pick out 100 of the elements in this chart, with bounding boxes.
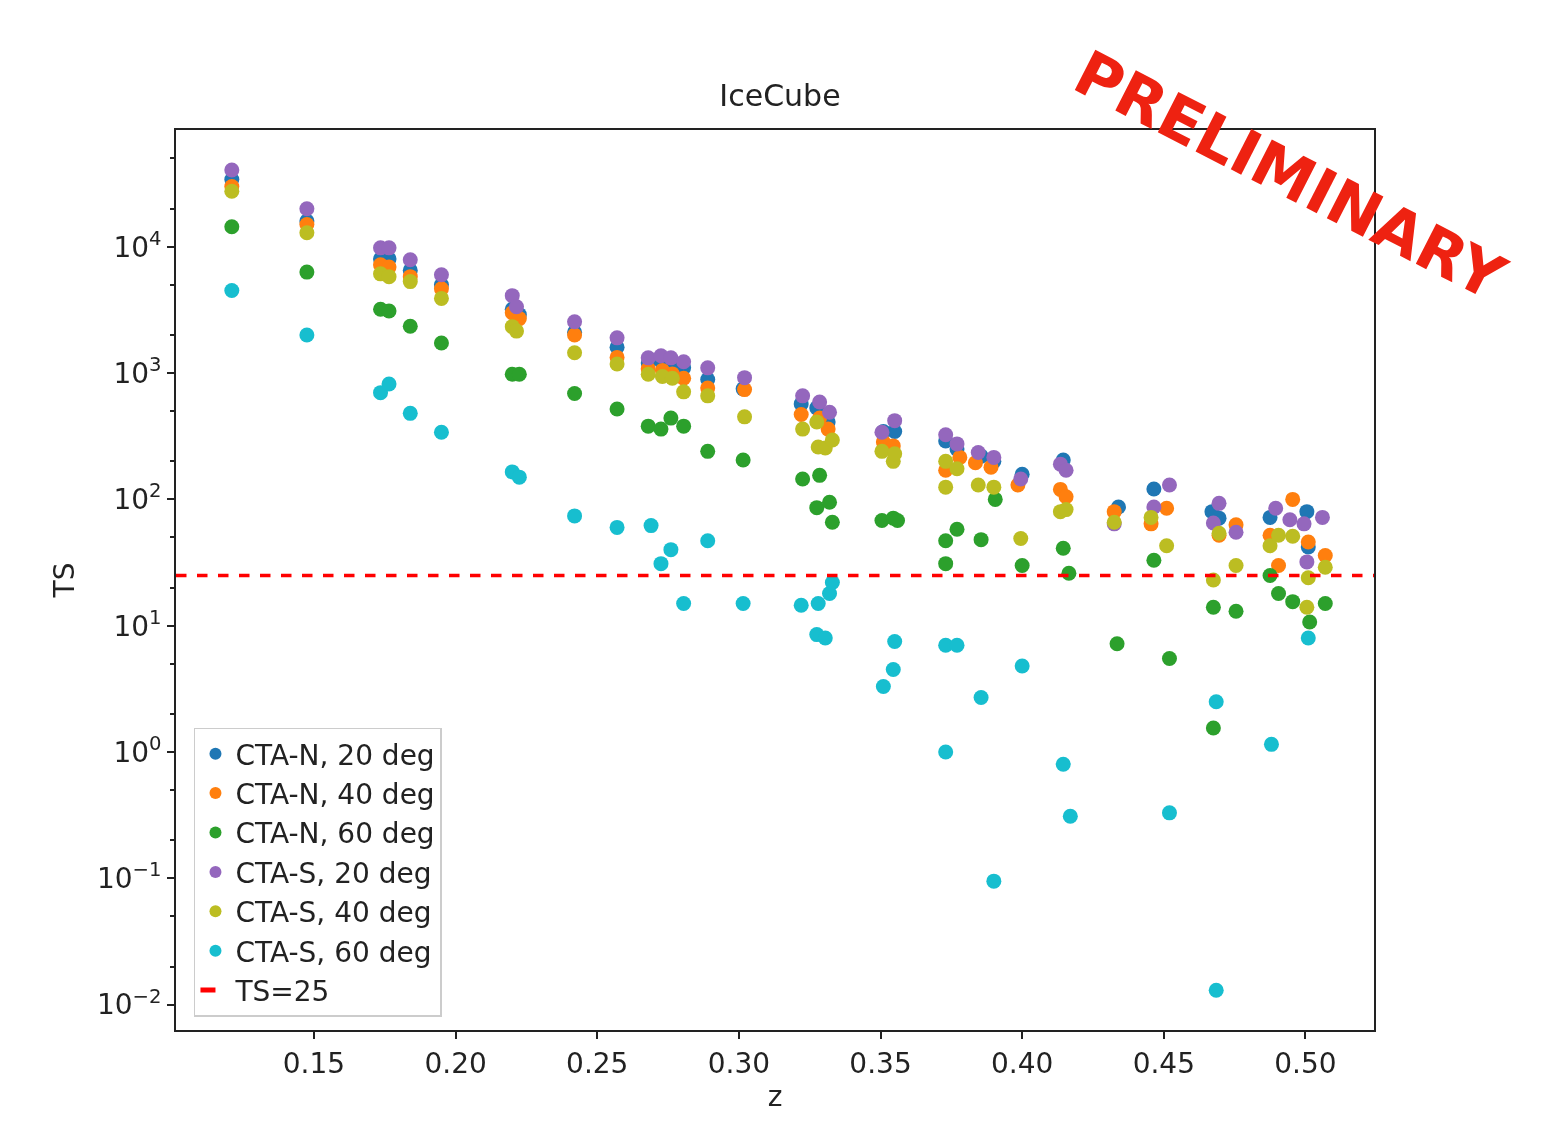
point [299, 225, 315, 241]
point [1228, 524, 1244, 540]
point [795, 388, 811, 404]
point [1013, 471, 1029, 487]
point [381, 269, 397, 285]
point [949, 461, 965, 477]
point [949, 436, 965, 452]
x-axis-title: z [767, 1080, 783, 1114]
point [795, 471, 811, 487]
point [1299, 554, 1315, 570]
point [890, 513, 906, 529]
legend-label: CTA-N, 40 deg [235, 778, 435, 812]
point [1271, 527, 1287, 543]
point [1058, 489, 1074, 505]
point [1143, 509, 1159, 525]
point [1014, 557, 1030, 573]
point [609, 519, 625, 535]
point [609, 330, 625, 346]
point [1271, 585, 1287, 601]
legend-label: CTA-S, 20 deg [235, 856, 432, 890]
y-tick-label: 10$^{1}$ [113, 605, 162, 643]
legend-label: CTA-S, 40 deg [235, 896, 432, 930]
point [433, 424, 449, 440]
point [1159, 538, 1175, 554]
point [735, 595, 751, 611]
point [1161, 805, 1177, 821]
point [737, 370, 753, 386]
point [402, 405, 418, 421]
point [874, 443, 890, 459]
point [1013, 531, 1029, 547]
y-axis-title: TS [48, 562, 82, 599]
point [973, 532, 989, 548]
point [887, 413, 903, 429]
point [1062, 808, 1078, 824]
point [700, 443, 716, 459]
point [663, 542, 679, 558]
point [1055, 756, 1071, 772]
y-tick-label: 10$^{0}$ [113, 732, 162, 769]
point [402, 274, 418, 290]
point [643, 518, 659, 534]
point [433, 290, 449, 306]
point [795, 421, 811, 437]
point [938, 453, 954, 469]
point [938, 427, 954, 443]
point [1296, 516, 1312, 532]
point [373, 385, 389, 401]
point [1014, 658, 1030, 674]
point [812, 394, 828, 410]
point [700, 533, 716, 549]
point [653, 421, 669, 437]
point [1314, 509, 1330, 525]
point [663, 410, 679, 426]
point [609, 356, 625, 372]
point [609, 401, 625, 417]
x-tick-label: 0.35 [849, 1046, 912, 1080]
point [1161, 477, 1177, 493]
legend-label: CTA-N, 60 deg [235, 817, 435, 851]
point [938, 556, 954, 572]
legend-label: TS=25 [234, 975, 330, 1009]
point [663, 350, 679, 366]
point [1205, 720, 1221, 736]
point [1058, 502, 1074, 518]
point [1109, 636, 1125, 652]
x-tick-label: 0.20 [424, 1046, 487, 1080]
point [1208, 982, 1224, 998]
legend-label: CTA-S, 60 deg [235, 935, 432, 969]
y-tick-label: 10$^{4}$ [113, 226, 162, 264]
point [885, 662, 901, 677]
point [402, 252, 418, 268]
point [938, 533, 954, 549]
point [949, 521, 965, 537]
point [433, 335, 449, 351]
point [224, 183, 240, 199]
x-tick-label: 0.45 [1132, 1046, 1195, 1080]
point [567, 314, 583, 330]
point [1300, 570, 1316, 586]
point [973, 690, 989, 706]
point [1299, 599, 1315, 615]
point [817, 630, 833, 646]
point [1300, 630, 1316, 646]
point [1302, 614, 1318, 630]
y-tick-label: 10$^{−2}$ [96, 984, 162, 1022]
point [949, 637, 965, 653]
point [1055, 540, 1071, 556]
point [700, 360, 716, 376]
point [1161, 651, 1177, 666]
x-tick-label: 0.30 [707, 1046, 771, 1080]
point [809, 414, 825, 430]
point [640, 350, 656, 366]
point [567, 345, 583, 361]
point [986, 873, 1002, 889]
point [640, 366, 656, 382]
point [1146, 481, 1162, 497]
point [1317, 559, 1333, 575]
x-tick-label: 0.50 [1274, 1046, 1337, 1080]
point [299, 327, 315, 343]
point [735, 452, 751, 468]
point [299, 264, 315, 280]
point [402, 318, 418, 334]
point [986, 479, 1002, 495]
